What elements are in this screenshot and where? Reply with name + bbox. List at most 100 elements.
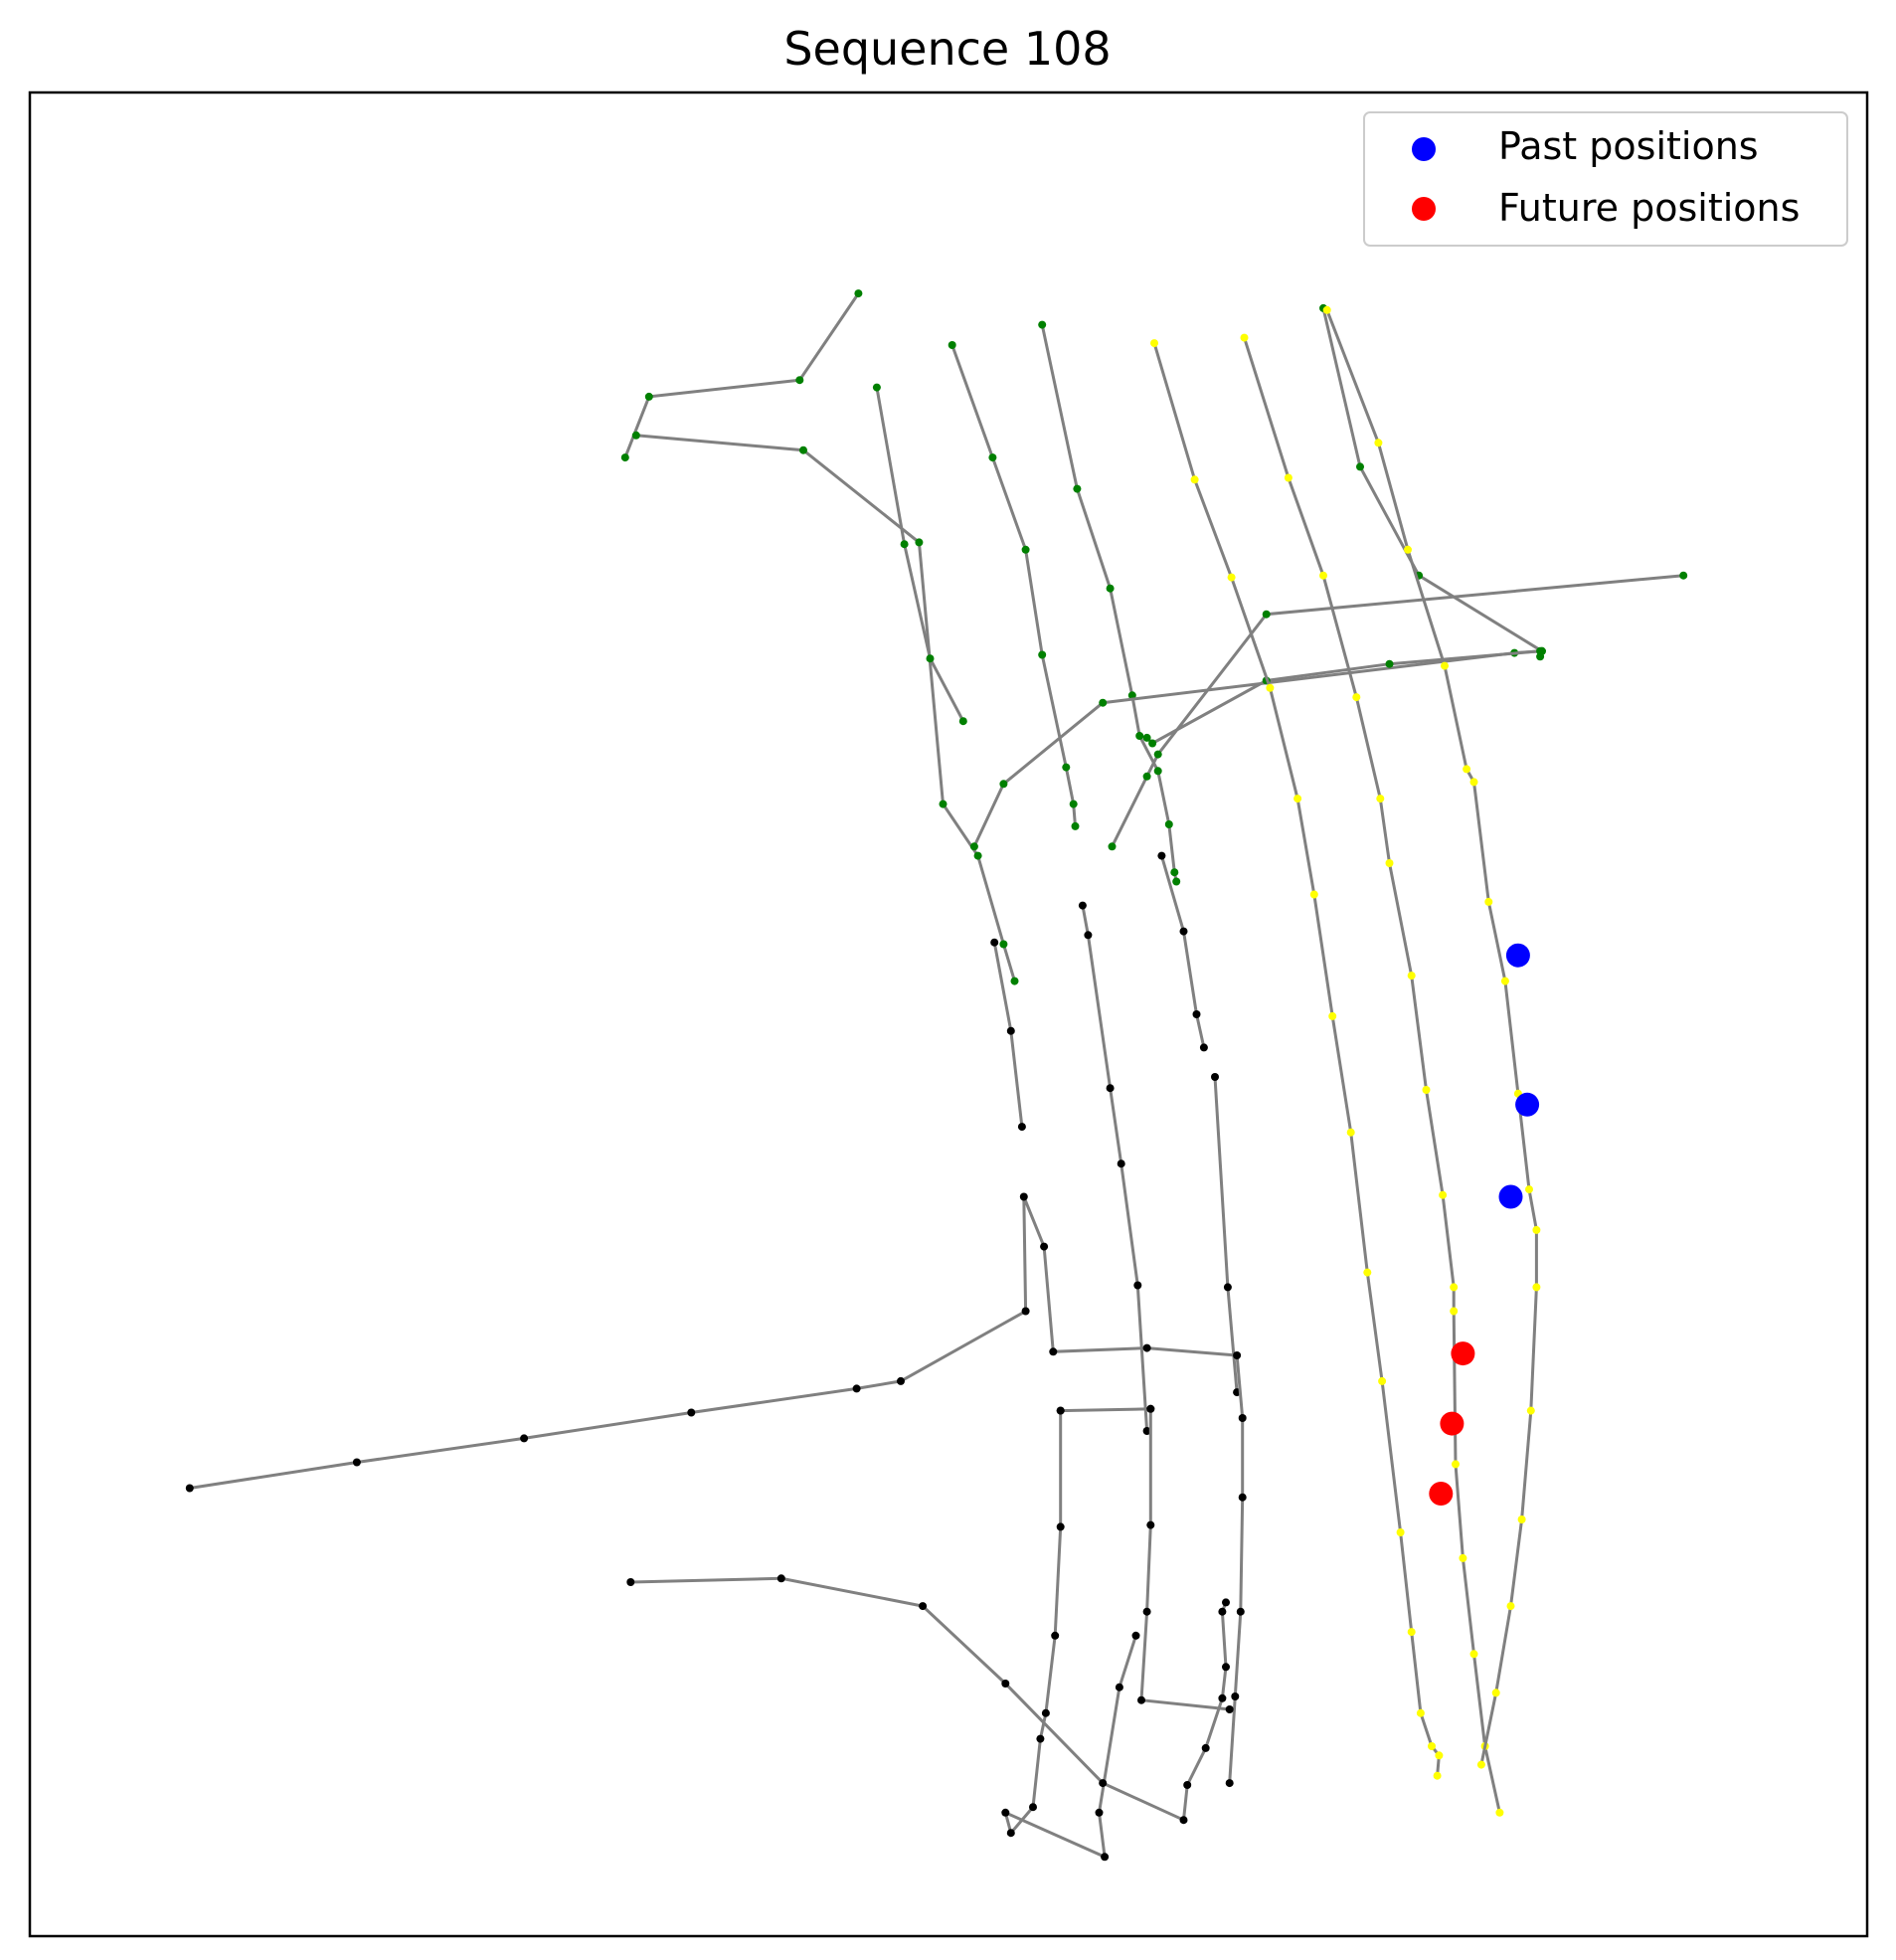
lane-16-node-8	[1040, 1243, 1048, 1251]
lane-13-node-0	[1079, 902, 1087, 910]
legend: Past positions Future positions	[1364, 112, 1847, 246]
lane-5-node-3	[1263, 611, 1271, 619]
lane-11-node-1	[1374, 439, 1382, 446]
lane-0-node-3	[621, 453, 629, 461]
lane-3-node-4	[1062, 764, 1070, 772]
lane-9-node-15	[1434, 1772, 1442, 1780]
lane-19-node-10	[1116, 1684, 1123, 1692]
lane-10-node-6	[1408, 972, 1416, 980]
lane-5-node-4	[1679, 572, 1687, 580]
lane-18-node-4	[1226, 1705, 1234, 1713]
lane-19-node-9	[1096, 1809, 1104, 1817]
lane-19-node-5	[1029, 1803, 1037, 1811]
lane-19-node-11	[1132, 1632, 1140, 1640]
lane-20-node-5	[1180, 1816, 1188, 1824]
lane-2-node-2	[927, 654, 935, 662]
lane-19-node-0	[1057, 1407, 1065, 1415]
lane-11-node-13	[1518, 1515, 1526, 1523]
lane-5-node-1	[1143, 773, 1151, 781]
lane-2-node-1	[901, 540, 909, 548]
lane-20-node-0	[626, 1578, 634, 1586]
lane-12-node-2	[1018, 1123, 1026, 1131]
lane-4-node-6	[1165, 820, 1173, 828]
lane-19-node-7	[1001, 1809, 1009, 1817]
lane-4-node-5	[1154, 767, 1162, 775]
lane-15-node-1	[1224, 1283, 1232, 1291]
lane-19-node-1	[1057, 1522, 1065, 1530]
lane-13-node-2	[1107, 1084, 1115, 1092]
lane-16-node-7	[1020, 1193, 1028, 1201]
lane-11-node-3	[1441, 662, 1449, 670]
lane-16-node-10	[1143, 1344, 1151, 1352]
lane-9-node-2	[1228, 574, 1236, 582]
lane-20-node-4	[1099, 1779, 1107, 1787]
lane-16-node-6	[1022, 1308, 1030, 1316]
lane-14-node-2	[1193, 1010, 1201, 1018]
lane-10-node-13	[1470, 1650, 1478, 1658]
lane-10-node-1	[1285, 474, 1293, 482]
lane-19-node-4	[1036, 1735, 1044, 1743]
lane-0-node-1	[795, 376, 803, 384]
lane-11-node-7	[1501, 978, 1509, 985]
lane-20-node-3	[1001, 1680, 1009, 1688]
lane-20-node-9	[1222, 1663, 1230, 1671]
lane-3-node-2	[1022, 546, 1030, 554]
lane-4-node-8	[1172, 878, 1180, 886]
legend-marker-past	[1412, 137, 1436, 161]
lane-10-node-11	[1452, 1460, 1460, 1468]
lane-16-node-15	[1231, 1693, 1239, 1700]
lane-9-node-1	[1191, 475, 1199, 483]
lane-16-node-16	[1226, 1779, 1234, 1787]
lane-2-node-3	[959, 717, 967, 725]
lane-15-node-0	[1211, 1073, 1219, 1081]
lane-6-node-0	[970, 842, 978, 850]
lane-20-node-6	[1183, 1781, 1191, 1789]
lane-5-node-2	[1154, 751, 1162, 759]
lane-10-node-4	[1376, 795, 1384, 802]
lane-19-node-6	[1007, 1829, 1015, 1837]
lane-10-node-12	[1459, 1554, 1466, 1562]
past-position-1	[1515, 1093, 1539, 1117]
lane-20-node-2	[919, 1602, 927, 1610]
lane-11-node-2	[1404, 546, 1412, 554]
lane-10-node-9	[1450, 1283, 1458, 1291]
lane-6-node-1	[999, 780, 1007, 788]
lane-9-node-13	[1428, 1742, 1436, 1750]
lane-18-node-2	[1143, 1608, 1151, 1616]
lane-13-node-1	[1084, 931, 1092, 939]
lane-9-node-8	[1363, 1269, 1371, 1277]
lane-9-node-0	[1150, 339, 1158, 347]
lane-11-node-11	[1532, 1283, 1540, 1291]
future-position-0	[1451, 1341, 1474, 1365]
lane-14-node-0	[1157, 852, 1165, 860]
lane-11-node-4	[1463, 765, 1470, 773]
lane-4-node-1	[1073, 485, 1081, 493]
lane-16-node-2	[520, 1434, 528, 1442]
lane-18-node-0	[1146, 1405, 1154, 1413]
lane-16-node-9	[1049, 1347, 1057, 1355]
lane-9-node-14	[1435, 1751, 1443, 1759]
lane-3-node-6	[1072, 822, 1080, 830]
lane-9-node-6	[1328, 1012, 1336, 1020]
lane-11-node-9	[1525, 1185, 1533, 1193]
lane-11-node-5	[1470, 778, 1478, 786]
past-position-2	[1499, 1185, 1523, 1209]
lane-14-node-1	[1180, 928, 1188, 936]
lane-3-node-0	[948, 341, 956, 349]
lane-10-node-5	[1386, 859, 1394, 867]
lane-20-node-8	[1218, 1694, 1226, 1702]
lane-5-node-0	[1109, 842, 1117, 850]
lane-10-node-15	[1495, 1809, 1503, 1817]
lane-9-node-11	[1408, 1628, 1416, 1636]
lane-10-node-3	[1352, 693, 1360, 701]
lane-7-node-1	[1356, 462, 1364, 470]
past-position-0	[1506, 944, 1530, 968]
lane-13-node-4	[1133, 1282, 1141, 1290]
lane-1-node-5	[999, 941, 1007, 949]
lane-19-node-2	[1051, 1632, 1059, 1640]
lane-10-node-8	[1439, 1191, 1447, 1199]
plot-frame	[30, 92, 1867, 1936]
lane-10-node-7	[1423, 1086, 1431, 1094]
lane-11-node-15	[1492, 1689, 1500, 1696]
lane-14-node-3	[1200, 1043, 1208, 1051]
